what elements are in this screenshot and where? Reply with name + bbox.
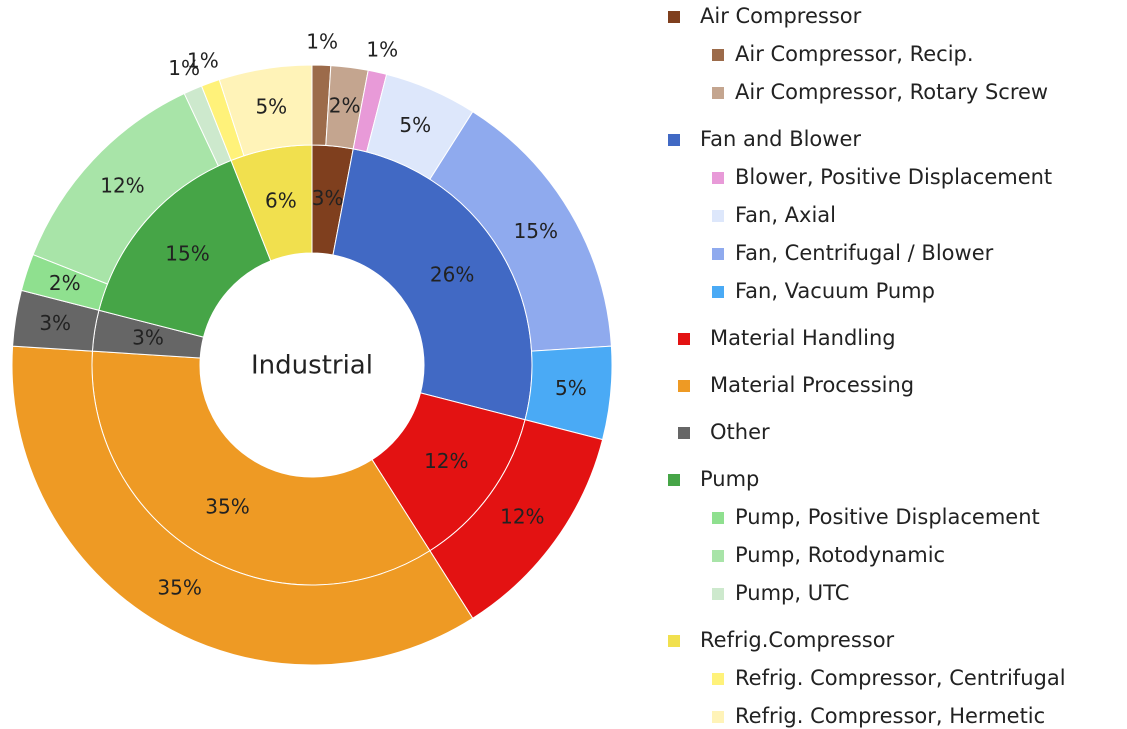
legend-label: Fan and Blower xyxy=(700,127,861,151)
legend-swatch xyxy=(712,711,724,723)
legend-swatch xyxy=(712,512,724,524)
data-label: 15% xyxy=(514,219,558,243)
data-label: 35% xyxy=(205,494,249,518)
legend-label: Material Processing xyxy=(710,373,914,397)
legend-label: Air Compressor, Recip. xyxy=(735,42,974,66)
data-label: 5% xyxy=(399,113,431,137)
legend-swatch xyxy=(712,87,724,99)
legend-label: Material Handling xyxy=(710,326,896,350)
legend-swatch xyxy=(678,427,690,439)
legend-label: Pump, Rotodynamic xyxy=(735,543,945,567)
data-label: 12% xyxy=(424,449,468,473)
data-label: 5% xyxy=(555,376,587,400)
data-label: 35% xyxy=(157,575,201,599)
data-label: 12% xyxy=(100,174,144,198)
legend-label: Other xyxy=(710,420,770,444)
data-label: 1% xyxy=(306,30,338,54)
legend-label: Pump, Positive Displacement xyxy=(735,505,1040,529)
data-label: 6% xyxy=(265,188,297,212)
data-label: 15% xyxy=(165,242,209,266)
data-label: 1% xyxy=(366,37,398,61)
legend-label: Refrig. Compressor, Hermetic xyxy=(735,704,1045,728)
legend-swatch xyxy=(678,333,690,345)
data-label: 26% xyxy=(430,263,474,287)
data-label: 5% xyxy=(255,95,287,119)
legend-swatch xyxy=(668,474,680,486)
legend-label: Air Compressor xyxy=(700,4,862,28)
legend-swatch xyxy=(712,673,724,685)
data-label: 1% xyxy=(187,49,219,73)
legend-label: Blower, Positive Displacement xyxy=(735,165,1052,189)
data-label: 1% xyxy=(168,56,200,80)
data-label: 2% xyxy=(329,94,361,118)
legend-swatch xyxy=(678,380,690,392)
legend-label: Fan, Axial xyxy=(735,203,836,227)
legend-swatch xyxy=(712,588,724,600)
legend-swatch xyxy=(712,49,724,61)
data-label: 3% xyxy=(39,311,71,335)
legend-swatch xyxy=(668,635,680,647)
center-label: Industrial xyxy=(251,351,373,381)
data-label: 12% xyxy=(500,504,544,528)
legend-label: Air Compressor, Rotary Screw xyxy=(735,80,1048,104)
legend-label: Refrig. Compressor, Centrifugal xyxy=(735,666,1066,690)
legend-swatch xyxy=(668,11,680,23)
legend-swatch xyxy=(712,248,724,260)
data-label: 2% xyxy=(49,271,81,295)
legend-label: Fan, Centrifugal / Blower xyxy=(735,241,994,265)
outer-segment xyxy=(218,64,313,157)
data-label: 3% xyxy=(132,326,164,350)
legend-swatch xyxy=(668,134,680,146)
legend-swatch xyxy=(712,550,724,562)
legend-label: Fan, Vacuum Pump xyxy=(735,279,935,303)
legend-label: Pump xyxy=(700,467,759,491)
legend-swatch xyxy=(712,286,724,298)
legend-swatch xyxy=(712,172,724,184)
legend-label: Refrig.Compressor xyxy=(700,628,895,652)
data-label: 3% xyxy=(312,186,344,210)
legend-label: Pump, UTC xyxy=(735,581,849,605)
outer-segment xyxy=(11,345,474,666)
legend-swatch xyxy=(712,210,724,222)
